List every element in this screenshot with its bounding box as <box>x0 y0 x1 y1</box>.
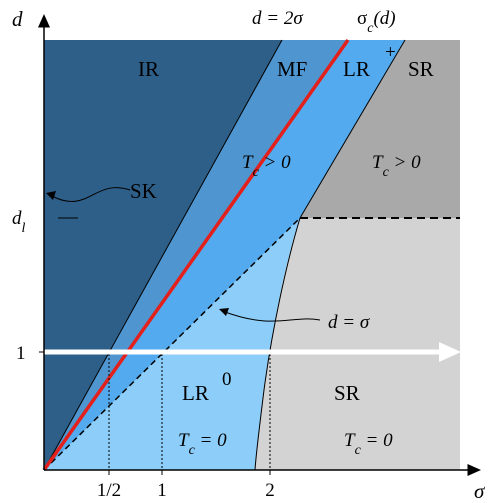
y-tick-label-one: 1 <box>16 343 26 364</box>
d-eq-sigma-pointer <box>224 311 321 322</box>
lr-zero-label: LR <box>182 381 209 405</box>
d-eq-sigma-label: d = σ <box>328 312 370 333</box>
lr-plus-label: LR <box>343 57 370 81</box>
white-arrow-head <box>439 342 461 362</box>
sk-label: SK <box>130 179 157 203</box>
lr-zero-superscript: 0 <box>222 369 232 390</box>
y-axis-label: d <box>12 7 23 31</box>
mf-label: MF <box>277 57 307 81</box>
lr-plus-superscript: + <box>385 42 396 63</box>
sigma-c-label: σc(d) <box>357 8 396 36</box>
sk-pointer <box>51 187 131 202</box>
x-axis-label: σ <box>474 479 486 503</box>
tc-upper-right-label: Tc > 0 <box>372 152 421 180</box>
tc-lower-right-label: Tc = 0 <box>344 430 393 458</box>
d-eq-2sigma-label: d = 2σ <box>252 8 303 29</box>
lr-plus-region <box>44 40 405 470</box>
red-line <box>42 38 350 472</box>
sigma-c-upper-line <box>299 39 406 219</box>
tc-upper-mid-label: Tc > 0 <box>242 152 291 180</box>
tc-lower-mid-label: Tc = 0 <box>178 430 227 458</box>
d-eq-2sigma-line <box>43 39 283 471</box>
y-tick-label-dl: dl <box>12 208 26 236</box>
sk-pointer-head <box>46 191 56 200</box>
x-tick-label-one: 1 <box>157 480 167 501</box>
x-tick-label-half: 1/2 <box>97 480 121 501</box>
d-eq-sigma-pointer-head <box>219 308 229 316</box>
sigma-c-lower-curve <box>254 217 301 471</box>
sr-top-label: SR <box>408 57 434 81</box>
ir-label: IR <box>138 57 159 81</box>
x-tick-label-two: 2 <box>265 480 275 501</box>
sr-bottom-label: SR <box>334 381 360 405</box>
